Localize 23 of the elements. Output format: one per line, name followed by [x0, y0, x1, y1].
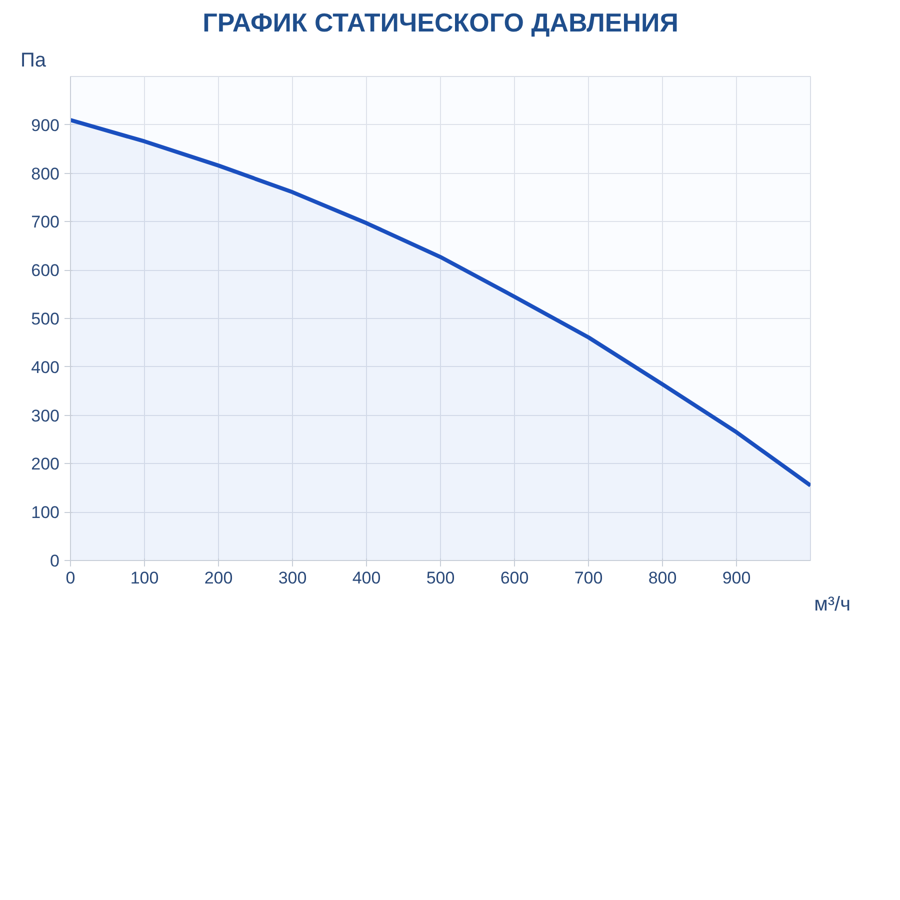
- x-tick-label: 400: [352, 568, 381, 588]
- x-tick-label: 500: [426, 568, 455, 588]
- x-tick-label: 800: [648, 568, 677, 588]
- y-axis-title: Па: [20, 50, 47, 72]
- x-tick-label: 300: [278, 568, 307, 588]
- y-tick-label: 900: [31, 116, 60, 135]
- y-tick-label: 400: [31, 358, 60, 377]
- y-tick-label: 0: [50, 552, 60, 570]
- y-tick-label: 800: [31, 164, 60, 184]
- y-tick-label: 500: [31, 310, 60, 328]
- x-tick-label: 200: [204, 568, 233, 588]
- x-tick-label: 700: [574, 568, 603, 588]
- x-tick-label: 900: [722, 568, 751, 588]
- y-tick-label: 600: [31, 261, 60, 280]
- y-tick-label: 300: [31, 406, 60, 426]
- x-axis-title: м³/ч: [814, 594, 851, 616]
- x-tick-label: 100: [130, 568, 159, 588]
- y-tick-label: 700: [31, 212, 60, 232]
- y-tick-label: 100: [31, 503, 60, 522]
- y-tick-label: 200: [31, 454, 60, 474]
- x-tick-label: 0: [66, 568, 76, 588]
- x-tick-label: 600: [500, 568, 529, 588]
- chart-title: ГРАФИК СТАТИЧЕСКОГО ДАВЛЕНИЯ: [202, 8, 678, 38]
